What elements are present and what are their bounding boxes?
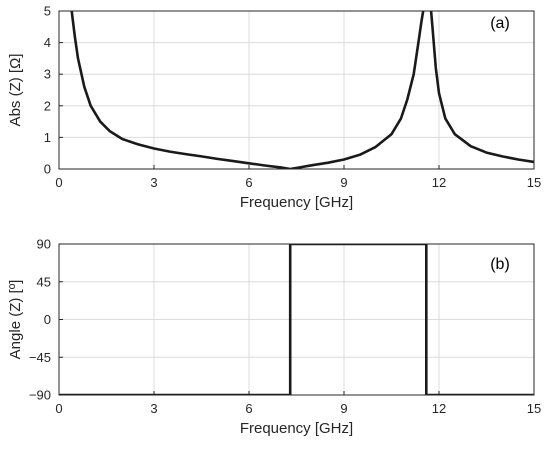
plot-frame: [58, 243, 535, 396]
y-tick-label: 1: [44, 130, 51, 145]
chart-panel-b: 0 3 6 9 12 15 90 45 0 −45 −90 Frequency [GHz] Angle …: [7, 237, 541, 438]
panel-label: (b): [490, 256, 510, 273]
y-tick-label: 0: [44, 162, 51, 177]
y-tick-label: 3: [44, 67, 51, 82]
x-tick-label: 12: [432, 175, 446, 190]
panel-label: (a): [490, 15, 510, 32]
y-tick-label: 90: [37, 237, 51, 252]
x-tick-label: 15: [527, 175, 541, 190]
x-tick-label: 6: [245, 401, 252, 416]
series-line-0: [70, 11, 425, 169]
y-tick-label: −90: [29, 388, 51, 403]
x-tick-label: 9: [340, 401, 347, 416]
x-tick-label: 0: [55, 175, 62, 190]
y-axis-label: Abs (Z) [Ω]: [7, 54, 24, 127]
y-tick-label: 0: [44, 312, 51, 327]
x-tick-label: 3: [150, 175, 157, 190]
x-tick-label: 6: [245, 175, 252, 190]
x-tick-label: 12: [432, 401, 446, 416]
x-tick-label: 9: [340, 175, 347, 190]
x-tick-label: 0: [55, 401, 62, 416]
y-tick-label: 4: [44, 35, 51, 50]
x-tick-label: 3: [150, 401, 157, 416]
y-tick-label: 2: [44, 98, 51, 113]
y-axis-label: Angle (Z) [º]: [7, 280, 24, 360]
plot-frame: [58, 10, 535, 170]
y-tick-label: 5: [44, 4, 51, 19]
y-tick-label: −45: [29, 350, 51, 365]
y-tick-label: 45: [37, 274, 51, 289]
x-axis-label: Frequency [GHz]: [240, 420, 353, 437]
x-axis-label: Frequency [GHz]: [240, 194, 353, 211]
series-line-1: [429, 11, 534, 164]
x-tick-label: 15: [527, 401, 541, 416]
